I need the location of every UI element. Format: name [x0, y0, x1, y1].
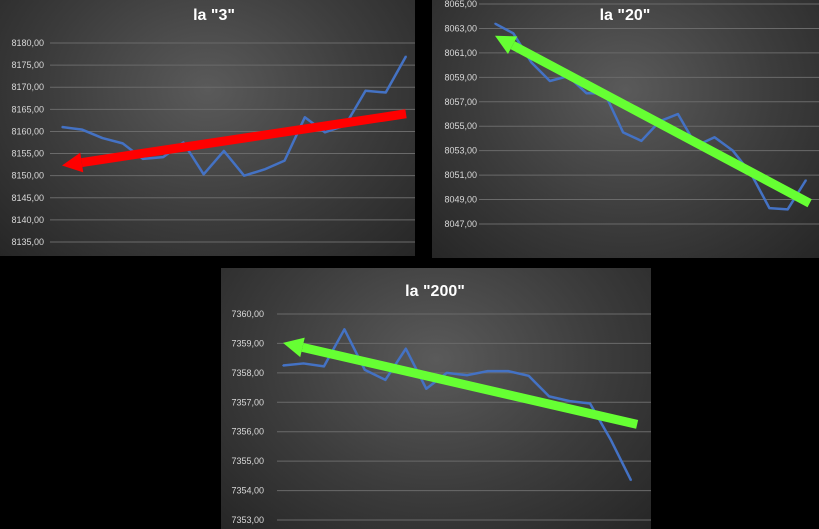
y-tick-label: 7359,00 [231, 338, 264, 348]
data-point [101, 137, 104, 139]
data-point [364, 89, 367, 92]
y-tick-label: 8155,00 [11, 149, 44, 159]
chart-title: la "200" [405, 283, 465, 300]
data-point [640, 140, 643, 142]
data-point [384, 379, 387, 381]
data-point [384, 91, 387, 94]
series-line [282, 328, 633, 481]
data-point [494, 22, 496, 25]
data-point [622, 131, 624, 134]
data-point [324, 131, 326, 134]
data-point [677, 113, 679, 115]
y-tick-label: 8057,00 [444, 97, 477, 107]
y-tick-label: 8051,00 [444, 170, 477, 180]
chart-title: la "20" [600, 7, 651, 24]
y-tick-label: 7360,00 [231, 309, 264, 319]
y-tick-label: 8145,00 [11, 193, 44, 203]
y-tick-label: 8175,00 [11, 60, 44, 70]
data-point [466, 374, 469, 377]
trend-arrow-head [62, 152, 84, 173]
data-point [121, 142, 124, 145]
data-point [512, 32, 515, 35]
trend-arrow-head [283, 337, 305, 358]
data-point [302, 362, 305, 365]
data-point [304, 116, 306, 119]
data-point [732, 149, 734, 152]
data-point [713, 136, 716, 139]
trend-arrow-shaft [81, 109, 407, 167]
y-tick-label: 7355,00 [231, 456, 264, 466]
data-point [81, 128, 84, 131]
data-point [162, 156, 164, 158]
data-point [243, 174, 245, 177]
data-point [568, 400, 571, 402]
data-point [202, 173, 205, 176]
data-point [589, 402, 591, 405]
data-point [405, 55, 407, 58]
y-tick-label: 7358,00 [231, 368, 264, 378]
data-point [405, 347, 407, 350]
y-tick-label: 8063,00 [444, 23, 477, 33]
y-tick-label: 8061,00 [444, 48, 477, 58]
y-tick-label: 8055,00 [444, 121, 477, 131]
y-tick-label: 8165,00 [11, 104, 44, 114]
y-tick-label: 8059,00 [444, 72, 477, 82]
y-tick-label: 8170,00 [11, 82, 44, 92]
data-point [549, 80, 551, 82]
trend-arrow-head [495, 35, 518, 55]
data-point [445, 372, 448, 374]
y-tick-label: 7356,00 [231, 427, 264, 437]
y-tick-label: 8135,00 [11, 237, 44, 247]
series-line [494, 22, 808, 211]
y-tick-label: 8160,00 [11, 126, 44, 136]
y-tick-label: 8053,00 [444, 146, 477, 156]
data-point [786, 208, 789, 211]
data-point [323, 365, 325, 368]
chart-200: la "200" 7353,00 7354,00 7355,00 7356,00 7357… [231, 283, 651, 525]
chart-20: la "20" 8047,00 8049,00 8051,00 8053,00 8055,… [444, 0, 819, 229]
data-point [283, 159, 286, 162]
data-point [630, 479, 632, 482]
data-point [507, 370, 509, 372]
y-tick-label: 8150,00 [11, 171, 44, 181]
y-tick-label: 8047,00 [444, 219, 477, 229]
data-point [486, 370, 489, 372]
y-tick-label: 8180,00 [11, 38, 44, 48]
data-point [609, 438, 612, 441]
data-point [768, 207, 771, 209]
chart-3: la "3" 8135,00 8140,00 8145,00 8150,00 8155,0… [11, 7, 415, 247]
trend-arrow-shaft [301, 342, 639, 429]
chart-panel-3: la "3" 8135,00 8140,00 8145,00 8150,00 8155,0… [0, 0, 415, 256]
y-tick-label: 7357,00 [231, 397, 264, 407]
y-tick-label: 8049,00 [444, 195, 477, 205]
data-point [805, 179, 807, 181]
data-point [282, 364, 284, 367]
data-point [142, 158, 144, 160]
y-tick-label: 8140,00 [11, 215, 44, 225]
chart-panel-200: la "200" 7353,00 7354,00 7355,00 7356,00 7357… [221, 268, 651, 529]
chart-panel-20: la "20" 8047,00 8049,00 8051,00 8053,00 8055,… [432, 0, 819, 258]
data-point [425, 387, 428, 390]
data-point [61, 126, 63, 128]
data-point [263, 168, 266, 171]
data-point [530, 61, 533, 64]
data-point [364, 369, 366, 371]
y-tick-label: 7354,00 [231, 486, 264, 496]
data-point [343, 328, 346, 331]
data-point [585, 92, 588, 95]
chart-title: la "3" [193, 7, 235, 24]
data-point [527, 375, 530, 377]
y-tick-label: 7353,00 [231, 515, 264, 525]
data-point [223, 150, 225, 152]
trend-arrow-shaft [510, 41, 812, 208]
data-point [548, 395, 550, 398]
y-tick-label: 8065,00 [444, 0, 477, 9]
